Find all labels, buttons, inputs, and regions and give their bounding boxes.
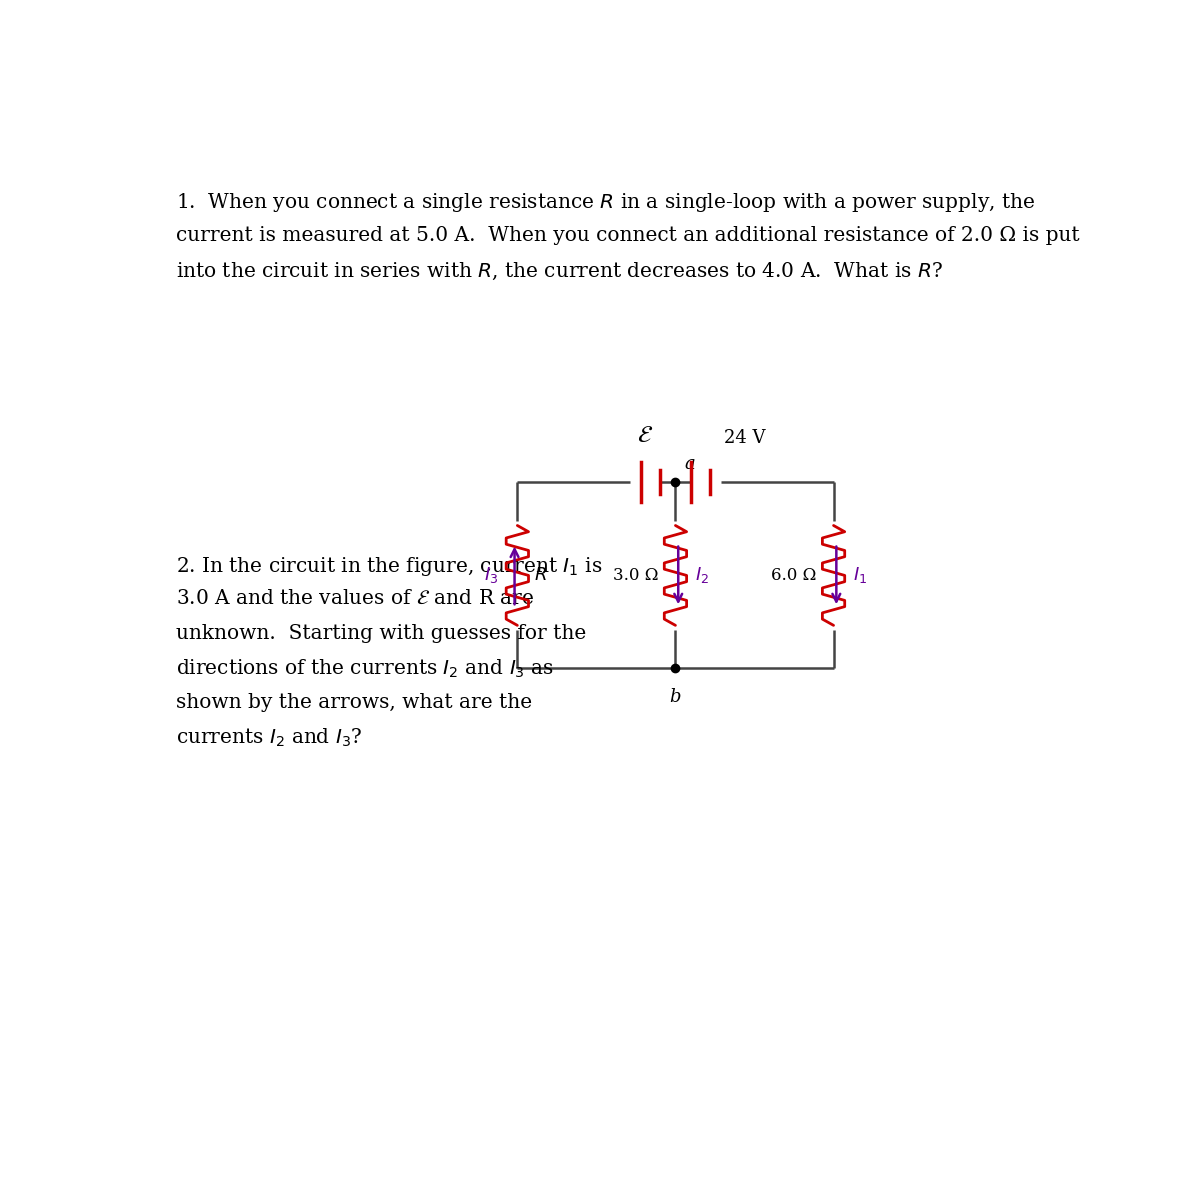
Text: $I_1$: $I_1$ [853, 566, 868, 586]
Text: 3.0 Ω: 3.0 Ω [613, 567, 659, 584]
Text: into the circuit in series with $R$, the current decreases to 4.0 A.  What is $R: into the circuit in series with $R$, the… [176, 261, 943, 282]
Text: a: a [685, 455, 696, 473]
Text: current is measured at 5.0 A.  When you connect an additional resistance of 2.0 : current is measured at 5.0 A. When you c… [176, 226, 1080, 245]
Text: 1.  When you connect a single resistance $R$ in a single-loop with a power suppl: 1. When you connect a single resistance … [176, 191, 1036, 215]
Text: $\mathcal{E}$: $\mathcal{E}$ [637, 423, 653, 447]
Text: $I_3$: $I_3$ [484, 566, 498, 586]
Text: shown by the arrows, what are the: shown by the arrows, what are the [176, 692, 532, 712]
Text: $R$: $R$ [534, 566, 547, 585]
Text: 6.0 Ω: 6.0 Ω [772, 567, 817, 584]
Text: unknown.  Starting with guesses for the: unknown. Starting with guesses for the [176, 624, 587, 643]
Text: currents $I_2$ and $I_3$?: currents $I_2$ and $I_3$? [176, 727, 362, 750]
Text: directions of the currents $I_2$ and $I_3$ as: directions of the currents $I_2$ and $I_… [176, 658, 554, 680]
Text: 2. In the circuit in the figure, current $I_1$ is: 2. In the circuit in the figure, current… [176, 554, 602, 578]
Text: b: b [670, 689, 682, 706]
Text: 3.0 A and the values of $\mathcal{E}$ and R are: 3.0 A and the values of $\mathcal{E}$ an… [176, 590, 534, 608]
Text: 24 V: 24 V [724, 429, 766, 447]
Text: $I_2$: $I_2$ [695, 566, 709, 586]
